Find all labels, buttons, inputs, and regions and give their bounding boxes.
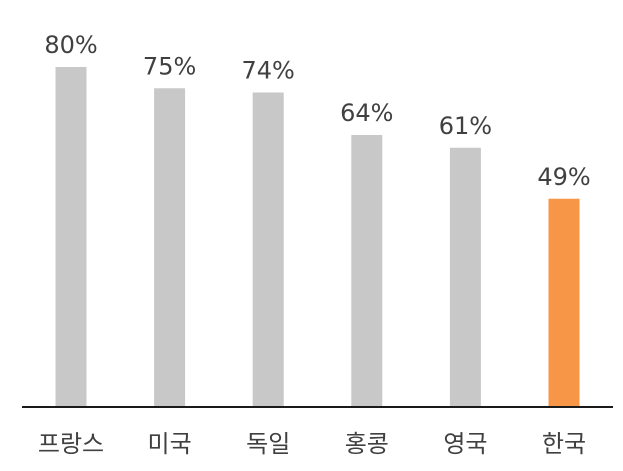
value-label-5: 49% [537,163,590,191]
bar-1 [154,88,186,407]
value-label-3: 64% [340,99,393,127]
bar-4 [449,147,481,407]
category-label-2: 독일 [246,430,290,458]
category-label-5: 한국 [542,430,586,458]
category-labels-group: 프랑스 미국 독일 홍콩 영국 한국 [38,430,586,458]
bar-0 [55,67,87,407]
category-label-4: 영국 [443,430,487,458]
category-label-0: 프랑스 [38,430,104,458]
category-label-3: 홍콩 [345,430,389,458]
value-labels-group: 80% 75% 74% 64% 61% 49% [44,31,590,191]
value-label-1: 75% [143,52,196,80]
bar-3 [351,135,383,407]
bar-2 [252,92,284,407]
category-label-1: 미국 [148,430,192,458]
value-label-2: 74% [242,57,295,85]
bar-5 [548,198,580,407]
value-label-4: 61% [439,112,492,140]
value-label-0: 80% [44,31,97,59]
bars-group [55,67,580,407]
